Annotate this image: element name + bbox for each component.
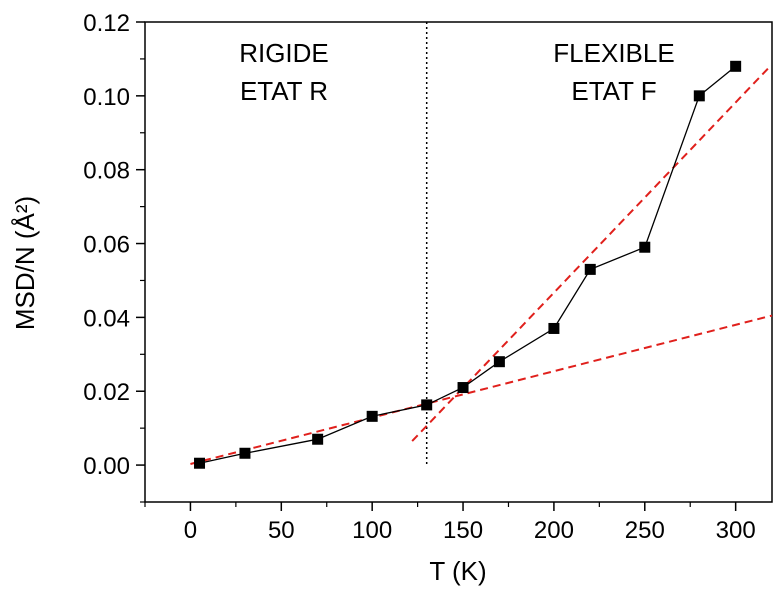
y-axis-title: MSD/N (Å²) [10,196,40,330]
y-tick-label: 0.00 [83,453,130,480]
x-tick-label: 300 [716,517,756,544]
data-point [421,399,433,411]
data-point [584,263,596,275]
fit-line-flexible [411,67,770,442]
data-point [239,447,251,459]
x-tick-label: 0 [184,517,197,544]
data-series [194,60,742,469]
x-tick-label: 250 [625,517,665,544]
annotation-rigide-line2: ETAT R [240,76,328,106]
data-point [693,90,705,102]
x-tick-label: 200 [534,517,574,544]
y-tick-label: 0.10 [83,84,130,111]
data-point [312,433,324,445]
y-tick-label: 0.08 [83,158,130,185]
fit-lines [190,67,773,465]
annotation-flexible-line2: ETAT F [571,76,656,106]
plot-frame [144,21,773,503]
x-tick-label: 50 [268,517,295,544]
y-tick-label: 0.12 [83,10,130,37]
y-tick-label: 0.02 [83,379,130,406]
data-point [194,457,206,469]
data-point [730,60,742,72]
data-point [548,322,560,334]
x-axis-title: T (K) [429,556,486,586]
series-line [199,65,737,464]
x-tick-label: 150 [443,517,483,544]
y-tick-label: 0.04 [83,305,130,332]
annotation-rigide-line1: RIGIDE [239,38,329,68]
x-tick-label: 100 [352,517,392,544]
data-point [639,241,651,253]
axis-ticks: 0 50 100 150 200 250 300 0.00 0.02 0.04 0.06 0.08 0.… [83,10,755,544]
data-point [366,410,378,422]
data-point [493,356,505,368]
y-tick-label: 0.06 [83,232,130,259]
annotation-flexible-line1: FLEXIBLE [553,38,674,68]
data-point [457,382,469,394]
fit-line-rigid [190,314,773,465]
